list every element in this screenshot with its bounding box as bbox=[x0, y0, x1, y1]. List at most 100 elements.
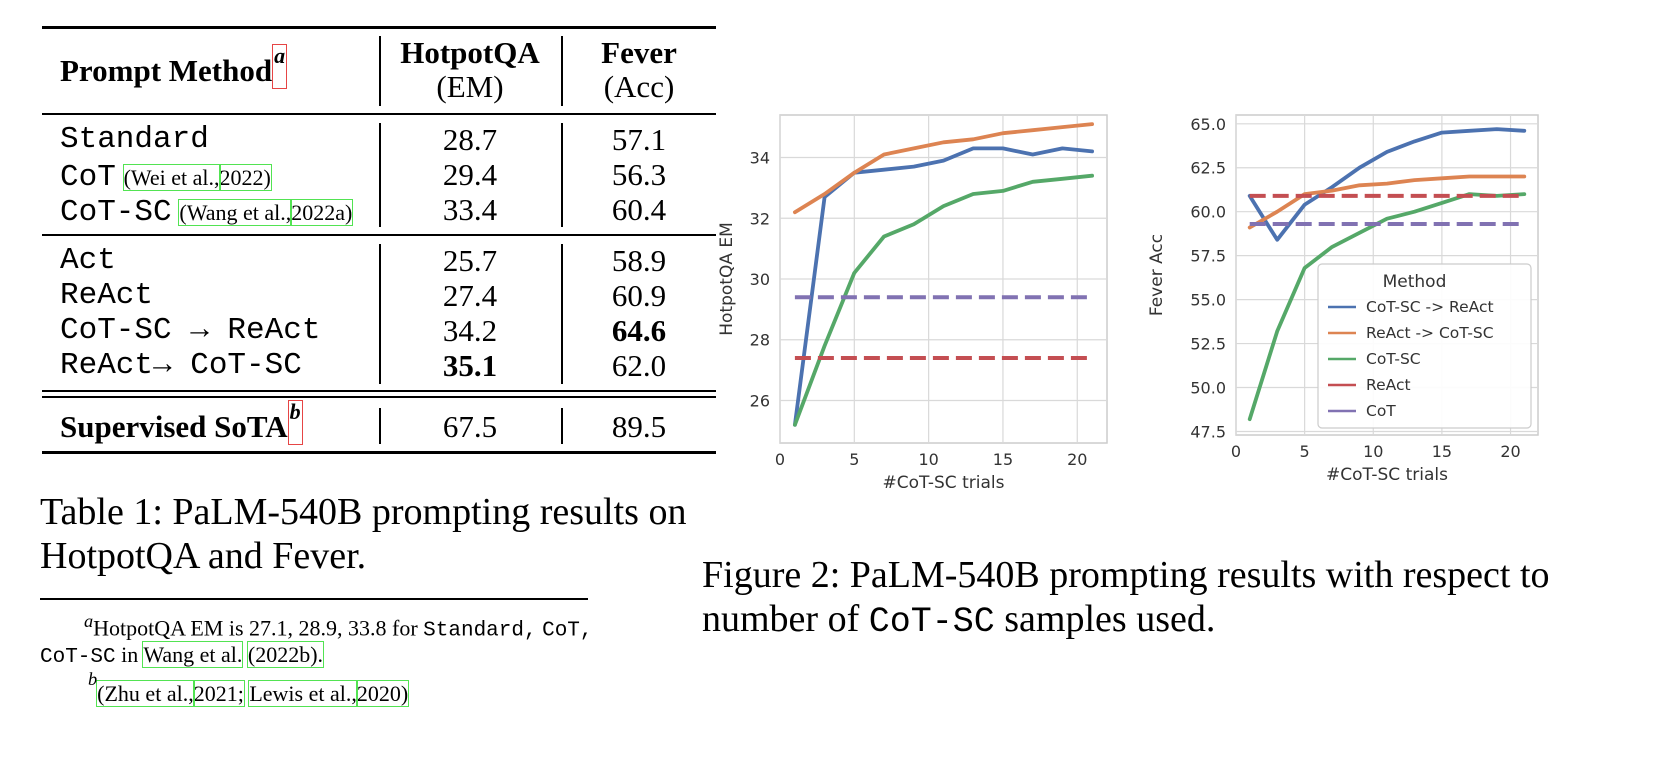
legend-entry: ReAct -> CoT-SC bbox=[1366, 324, 1494, 342]
citation-link[interactable]: Lewis et al., bbox=[248, 680, 358, 708]
row-hotpot-value: 34.2 bbox=[442, 313, 498, 348]
row-hotpot-value: 28.7 bbox=[442, 122, 498, 157]
x-tick-label: 15 bbox=[1432, 442, 1452, 461]
row-hotpot-value-best: 35.1 bbox=[442, 348, 498, 383]
hotpotqa-chart: 0 5 10 15 20 26 28 30 32 34 #CoT-SC trials HotpotQA… bbox=[717, 114, 1108, 493]
row-hotpot-value: 25.7 bbox=[442, 243, 498, 278]
x-tick-label: 0 bbox=[775, 450, 785, 469]
x-tick-label: 10 bbox=[918, 450, 938, 469]
y-tick-label: 30 bbox=[750, 270, 770, 289]
table-double-rule-1 bbox=[42, 390, 716, 392]
series-line-1 bbox=[1247, 174, 1527, 230]
legend-title: Method bbox=[1383, 272, 1447, 292]
y-tick-label: 28 bbox=[750, 331, 770, 350]
y-tick-label: 65.0 bbox=[1190, 115, 1226, 134]
col-divider bbox=[561, 408, 563, 444]
x-tick-label: 20 bbox=[1067, 450, 1087, 469]
table-header-rule bbox=[42, 113, 716, 115]
series-line-1 bbox=[793, 122, 1095, 215]
col-divider bbox=[379, 123, 381, 227]
y-axis-label: Fever Acc bbox=[1147, 234, 1167, 316]
figure-caption: Figure 2: PaLM-540B prompting results wi… bbox=[702, 554, 1550, 642]
row-method: CoT (Wei et al.,2022) bbox=[60, 160, 272, 195]
legend-entry: CoT bbox=[1366, 402, 1396, 420]
legend-entry: CoT-SC -> ReAct bbox=[1366, 298, 1494, 316]
citation-year-link[interactable]: 2020) bbox=[355, 680, 410, 708]
y-axis-label: HotpotQA EM bbox=[717, 222, 737, 336]
header-hotpotqa-metric: (EM) bbox=[436, 69, 504, 104]
footnote-a-cont: CoT-SC in Wang et al. (2022b). bbox=[40, 641, 325, 669]
row-fever-value: 56.3 bbox=[611, 157, 667, 192]
header-prompt-method: Prompt Methoda bbox=[60, 43, 288, 89]
citation-link[interactable]: (Wei et al., bbox=[122, 164, 221, 191]
y-tick-label: 62.5 bbox=[1190, 159, 1226, 178]
y-tick-label: 57.5 bbox=[1190, 247, 1226, 266]
table-double-rule-2 bbox=[42, 396, 716, 398]
col-divider bbox=[379, 244, 381, 384]
row-method: ReAct→ CoT-SC bbox=[60, 348, 302, 383]
x-tick-label: 10 bbox=[1363, 442, 1383, 461]
row-hotpot-value: 33.4 bbox=[442, 192, 498, 227]
row-fever-value: 57.1 bbox=[611, 122, 667, 157]
table-group-rule bbox=[42, 234, 716, 236]
col-divider bbox=[379, 36, 381, 106]
row-fever-value: 60.9 bbox=[611, 278, 667, 313]
row-fever-value: 58.9 bbox=[611, 243, 667, 278]
row-hotpot-value: 29.4 bbox=[442, 157, 498, 192]
col-divider bbox=[561, 244, 563, 384]
legend-entry: CoT-SC bbox=[1366, 350, 1421, 368]
row-fever-value: 60.4 bbox=[611, 192, 667, 227]
row-method: CoT-SC (Wang et al.,2022a) bbox=[60, 195, 354, 230]
col-divider bbox=[379, 408, 381, 444]
y-tick-label: 47.5 bbox=[1190, 422, 1226, 441]
y-tick-label: 55.0 bbox=[1190, 291, 1226, 310]
fever-chart: 0 5 10 15 20 47.5 50.0 52.5 55.0 57.5 60.0 62.5 65.0… bbox=[1147, 114, 1539, 485]
x-tick-label: 0 bbox=[1231, 442, 1241, 461]
header-fever-metric: (Acc) bbox=[603, 69, 675, 104]
x-tick-label: 5 bbox=[849, 450, 859, 469]
x-axis-label: #CoT-SC trials bbox=[883, 473, 1005, 493]
x-tick-label: 20 bbox=[1500, 442, 1520, 461]
y-tick-label: 60.0 bbox=[1190, 203, 1226, 222]
citation-year-link[interactable]: 2021; bbox=[192, 680, 245, 708]
citation-year-link[interactable]: (2022b). bbox=[246, 641, 325, 668]
citation-year-link[interactable]: 2022a) bbox=[290, 199, 354, 226]
x-axis-label: #CoT-SC trials bbox=[1326, 465, 1448, 485]
citation-link[interactable]: (Zhu et al., bbox=[96, 680, 195, 708]
header-fever: Fever bbox=[601, 35, 677, 70]
row-fever-value: 62.0 bbox=[611, 348, 667, 383]
footnote-rule bbox=[40, 598, 588, 600]
row-method: ReAct bbox=[60, 278, 154, 313]
row-method: CoT-SC → ReAct bbox=[60, 313, 321, 348]
legend-box bbox=[1317, 263, 1532, 429]
series-line-2 bbox=[1247, 192, 1527, 422]
y-tick-label: 52.5 bbox=[1190, 335, 1226, 354]
citation-year-link[interactable]: 2022) bbox=[218, 164, 272, 191]
footnote-b: b(Zhu et al.,2021; Lewis et al.,2020) bbox=[88, 669, 410, 708]
row-method: Supervised SoTAb bbox=[60, 399, 303, 445]
citation-link[interactable]: (Wang et al., bbox=[178, 199, 293, 226]
row-hotpot-value: 27.4 bbox=[442, 278, 498, 313]
x-tick-label: 15 bbox=[993, 450, 1013, 469]
legend-entry: ReAct bbox=[1366, 376, 1411, 394]
citation-link[interactable]: Wang et al. bbox=[142, 641, 244, 668]
series-line-0 bbox=[1247, 127, 1527, 242]
header-hotpotqa: HotpotQA bbox=[400, 35, 540, 70]
footnote-b-link[interactable]: b bbox=[287, 400, 303, 445]
y-tick-label: 32 bbox=[750, 209, 770, 228]
row-hotpot-value: 67.5 bbox=[442, 409, 498, 444]
y-tick-label: 34 bbox=[750, 149, 770, 168]
col-divider bbox=[561, 36, 563, 106]
table-caption: Table 1: PaLM-540B prompting results on … bbox=[40, 491, 687, 577]
row-method: Standard bbox=[60, 122, 209, 157]
row-fever-value-best: 64.6 bbox=[611, 313, 667, 348]
x-tick-label: 5 bbox=[1300, 442, 1310, 461]
footnote-a: aHotpotQA EM is 27.1, 28.9, 33.8 for Sta… bbox=[84, 611, 593, 643]
col-divider bbox=[561, 123, 563, 227]
table-top-rule bbox=[42, 26, 716, 29]
footnote-a-link[interactable]: a bbox=[272, 44, 288, 89]
table-bottom-rule bbox=[42, 451, 716, 454]
y-tick-label: 26 bbox=[750, 391, 770, 410]
y-tick-label: 50.0 bbox=[1190, 379, 1226, 398]
row-fever-value: 89.5 bbox=[611, 409, 667, 444]
